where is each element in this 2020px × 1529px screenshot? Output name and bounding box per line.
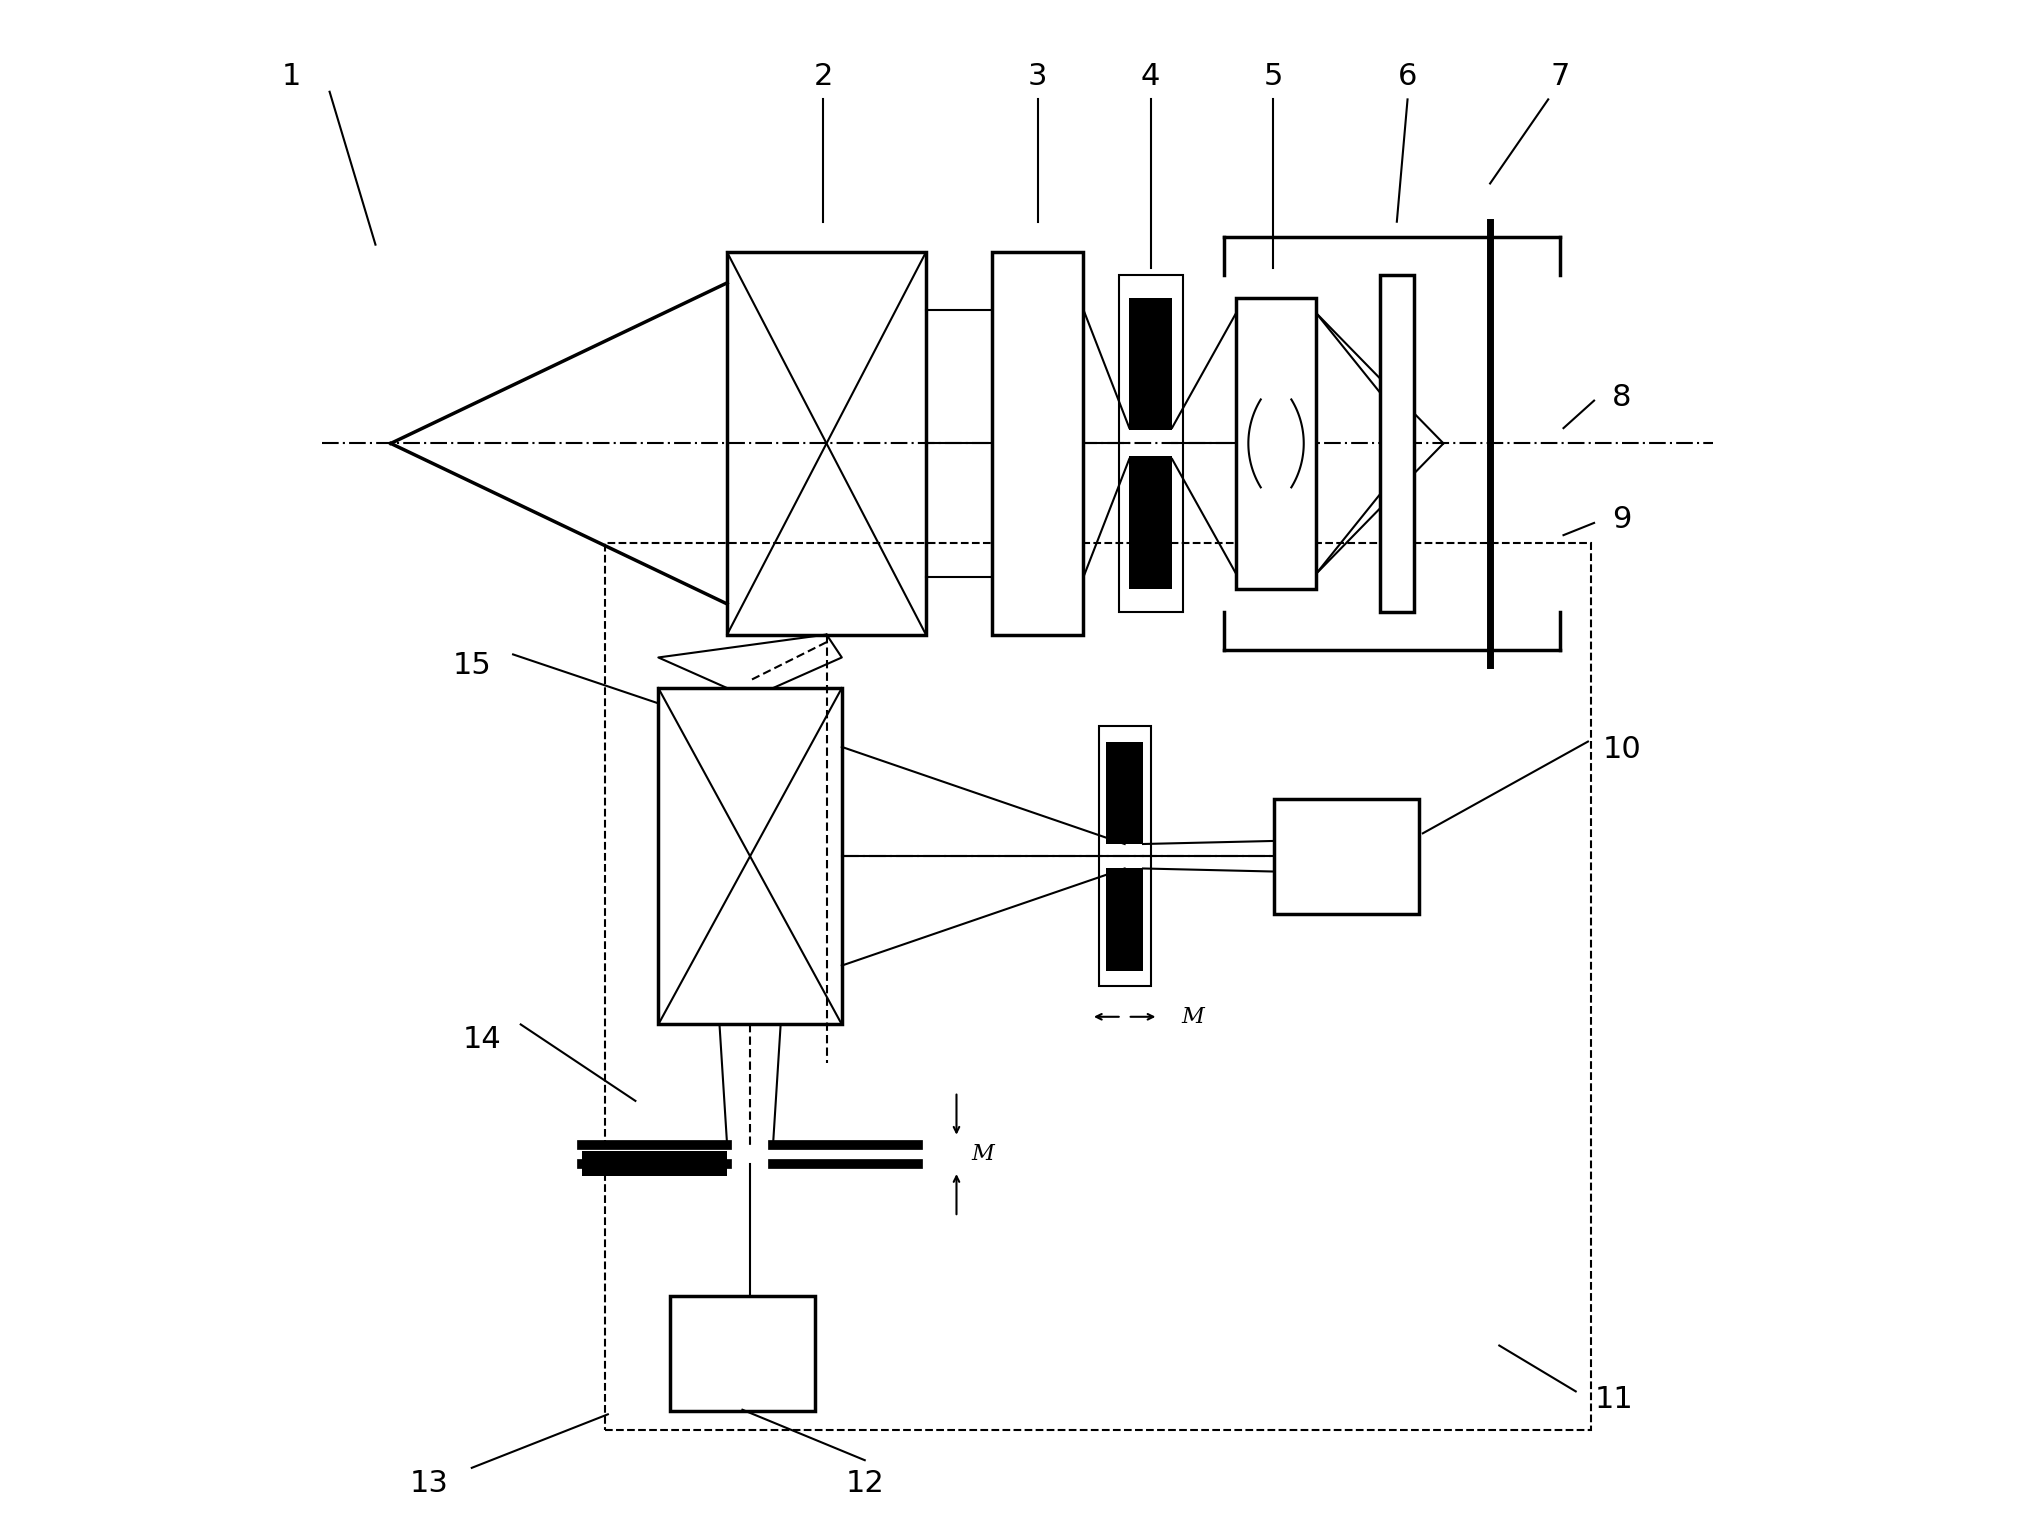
Bar [1119, 275, 1184, 612]
Text: 12: 12 [844, 1469, 885, 1497]
Text: 9: 9 [1612, 506, 1632, 534]
Text: M: M [972, 1144, 994, 1165]
Bar [582, 1151, 727, 1176]
Bar [1380, 275, 1414, 612]
Text: 1: 1 [281, 63, 301, 90]
Text: M: M [1182, 1006, 1204, 1027]
Text: 2: 2 [814, 63, 832, 90]
Bar [1099, 726, 1151, 986]
Bar [992, 252, 1083, 635]
Bar [659, 688, 842, 1024]
Text: 7: 7 [1551, 63, 1570, 90]
Text: 8: 8 [1612, 384, 1632, 411]
Bar [1107, 868, 1143, 971]
Text: 11: 11 [1594, 1385, 1634, 1413]
Bar [604, 543, 1592, 1430]
Text: 3: 3 [1028, 63, 1046, 90]
Text: 5: 5 [1262, 63, 1283, 90]
Text: 14: 14 [463, 1026, 501, 1053]
Bar [1129, 298, 1172, 431]
Text: 6: 6 [1398, 63, 1418, 90]
Bar [1275, 798, 1418, 913]
Text: 10: 10 [1602, 735, 1640, 763]
Bar [727, 252, 925, 635]
Bar [1236, 298, 1315, 589]
Bar [1107, 742, 1143, 844]
Bar [1129, 456, 1172, 589]
Text: 13: 13 [410, 1469, 448, 1497]
Text: 4: 4 [1141, 63, 1159, 90]
Bar [671, 1295, 814, 1410]
Text: 15: 15 [452, 651, 491, 679]
